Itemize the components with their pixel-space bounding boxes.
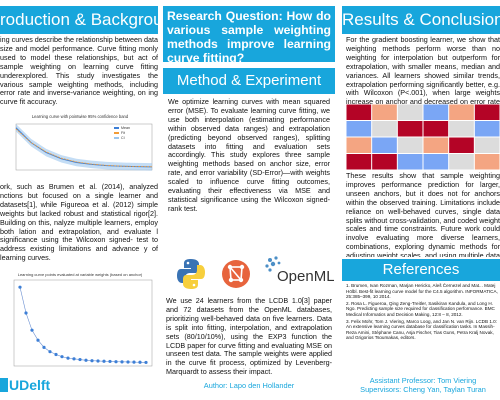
- heatmap-cell: [397, 121, 423, 137]
- chart1-legend-swatch: [114, 132, 119, 134]
- chart2-point: [114, 360, 118, 364]
- heatmap-cell: [372, 154, 397, 170]
- tudelft-logo: UDelft: [0, 377, 50, 393]
- chart2-point: [36, 338, 40, 342]
- chart1-legend-swatch: [114, 127, 119, 129]
- heatmap-cell: [423, 137, 449, 153]
- chart2-point: [96, 359, 100, 363]
- heatmap-cell: [474, 154, 500, 170]
- heatmap-cell: [397, 104, 423, 120]
- chart2-point: [126, 360, 130, 364]
- tudelft-flame-icon: [0, 378, 8, 392]
- method-paragraph: We optimize learning curves with mean sq…: [168, 98, 330, 213]
- chart2-point: [90, 359, 94, 363]
- chart2-point: [138, 360, 142, 364]
- heatmap-cell: [397, 137, 423, 153]
- chart2-point: [42, 345, 46, 349]
- results-heatmap-svg: [346, 104, 500, 170]
- research-question: Research Question: How do various sample…: [163, 6, 335, 65]
- weighted-points-chart: Learning curve points evaluated at varia…: [2, 270, 158, 374]
- chart2-point: [84, 358, 88, 362]
- chart2-title: Learning curve points evaluated at varia…: [18, 272, 143, 277]
- heatmap-cell: [449, 104, 474, 120]
- chart2-point: [144, 360, 148, 365]
- heatmap-cell: [474, 121, 500, 137]
- chart2-point: [54, 352, 58, 357]
- python-logo-icon: [177, 259, 205, 289]
- reference-item: 2. Rosa L. Figueroa, Qing Zeng-Treitler,…: [346, 300, 495, 317]
- chart1-title: Learning curve with pointwise 95% confid…: [32, 114, 129, 119]
- heatmap-cell: [346, 104, 372, 120]
- heatmap-cell: [449, 121, 474, 137]
- chart2-series-line: [19, 287, 147, 363]
- results-header: Results & Conclusion: [342, 6, 500, 34]
- heatmap-cell: [372, 137, 397, 153]
- chart2-frame: [13, 279, 153, 367]
- chart2-point: [60, 355, 64, 359]
- background-paragraph: ork, such as Brumen et al. (2014), analy…: [0, 183, 158, 263]
- chart2-point: [72, 357, 76, 361]
- heatmap-cell: [449, 154, 474, 170]
- heatmap-cell: [346, 137, 372, 153]
- confidence-band-svg: Learning curve with pointwise 95% confid…: [15, 114, 153, 171]
- heatmap-cell: [397, 154, 423, 170]
- graph-logo-icon: [222, 260, 250, 288]
- promoter-line: Assistant Professor: Tom Viering: [369, 376, 477, 385]
- heatmap-cell: [372, 121, 397, 137]
- supervisors-line: Supervisors: Cheng Yan, Taylan Turan: [360, 385, 486, 394]
- heatmap-cell: [372, 104, 397, 120]
- chart1-frame: [15, 123, 153, 171]
- heatmap-cell: [423, 121, 449, 137]
- chart2-point: [18, 285, 22, 289]
- chart1-legend-label: Fit: [121, 131, 125, 135]
- chart1-legend-swatch: [114, 137, 119, 139]
- heatmap-cell: [423, 104, 449, 120]
- heatmap-cell: [474, 104, 500, 120]
- openml-mark-icon: [265, 256, 281, 272]
- heatmap-cell: [346, 121, 372, 137]
- method-header: Method & Experiment: [163, 68, 335, 94]
- chart2-point: [48, 350, 52, 354]
- author-line: Author: Lapo den Hollander: [203, 381, 295, 390]
- openml-logo: OpenML: [265, 256, 334, 285]
- chart2-point: [30, 328, 34, 332]
- chart2-point: [102, 359, 106, 363]
- chart2-point: [120, 360, 124, 364]
- weighted-points-svg: Learning curve points evaluated at varia…: [13, 272, 153, 367]
- chart2-point: [24, 311, 28, 315]
- intro-paragraph: ing curves describe the relationship bet…: [0, 36, 158, 107]
- chart2-point: [132, 360, 136, 364]
- chart1-ci-band: [16, 124, 152, 171]
- references-header: References: [342, 259, 500, 281]
- results-paragraph: For the gradient boosting learner, we sh…: [346, 36, 500, 104]
- chart1-legend-label: Mean: [121, 126, 130, 130]
- chart2-point: [108, 359, 112, 364]
- tudelft-logo-text: UDelft: [9, 377, 51, 393]
- intro-header: roduction & Background: [0, 6, 158, 34]
- chart1-legend-label: CI: [121, 136, 125, 140]
- reference-item: 1. Brumen, Ivan Rozman, Marjan Hericko, …: [346, 283, 498, 300]
- references-list: 1. Brumen, Ivan Rozman, Marjan Hericko, …: [346, 283, 500, 377]
- confidence-band-chart: Learning curve with pointwise 95% confid…: [2, 112, 158, 180]
- openml-wordmark: OpenML: [277, 268, 334, 285]
- heatmap-cell: [449, 137, 474, 153]
- chart2-point: [66, 356, 70, 360]
- supervision-credits: Assistant Professor: Tom Viering Supervi…: [346, 376, 500, 394]
- heatmap-cell: [474, 137, 500, 153]
- conclusion-paragraph: These results show that sample weighting…: [346, 172, 500, 257]
- chart1-fit-line: [15, 128, 153, 168]
- results-heatmap: [346, 104, 500, 170]
- reference-item: 3. Felix Mohr, Tom J. Viering, Marco Loo…: [346, 318, 497, 341]
- experiment-paragraph: We use 24 learners from the LCDB 1.0[3] …: [166, 297, 332, 377]
- heatmap-cell: [423, 154, 449, 170]
- chart2-point: [78, 357, 82, 362]
- heatmap-cell: [346, 154, 372, 170]
